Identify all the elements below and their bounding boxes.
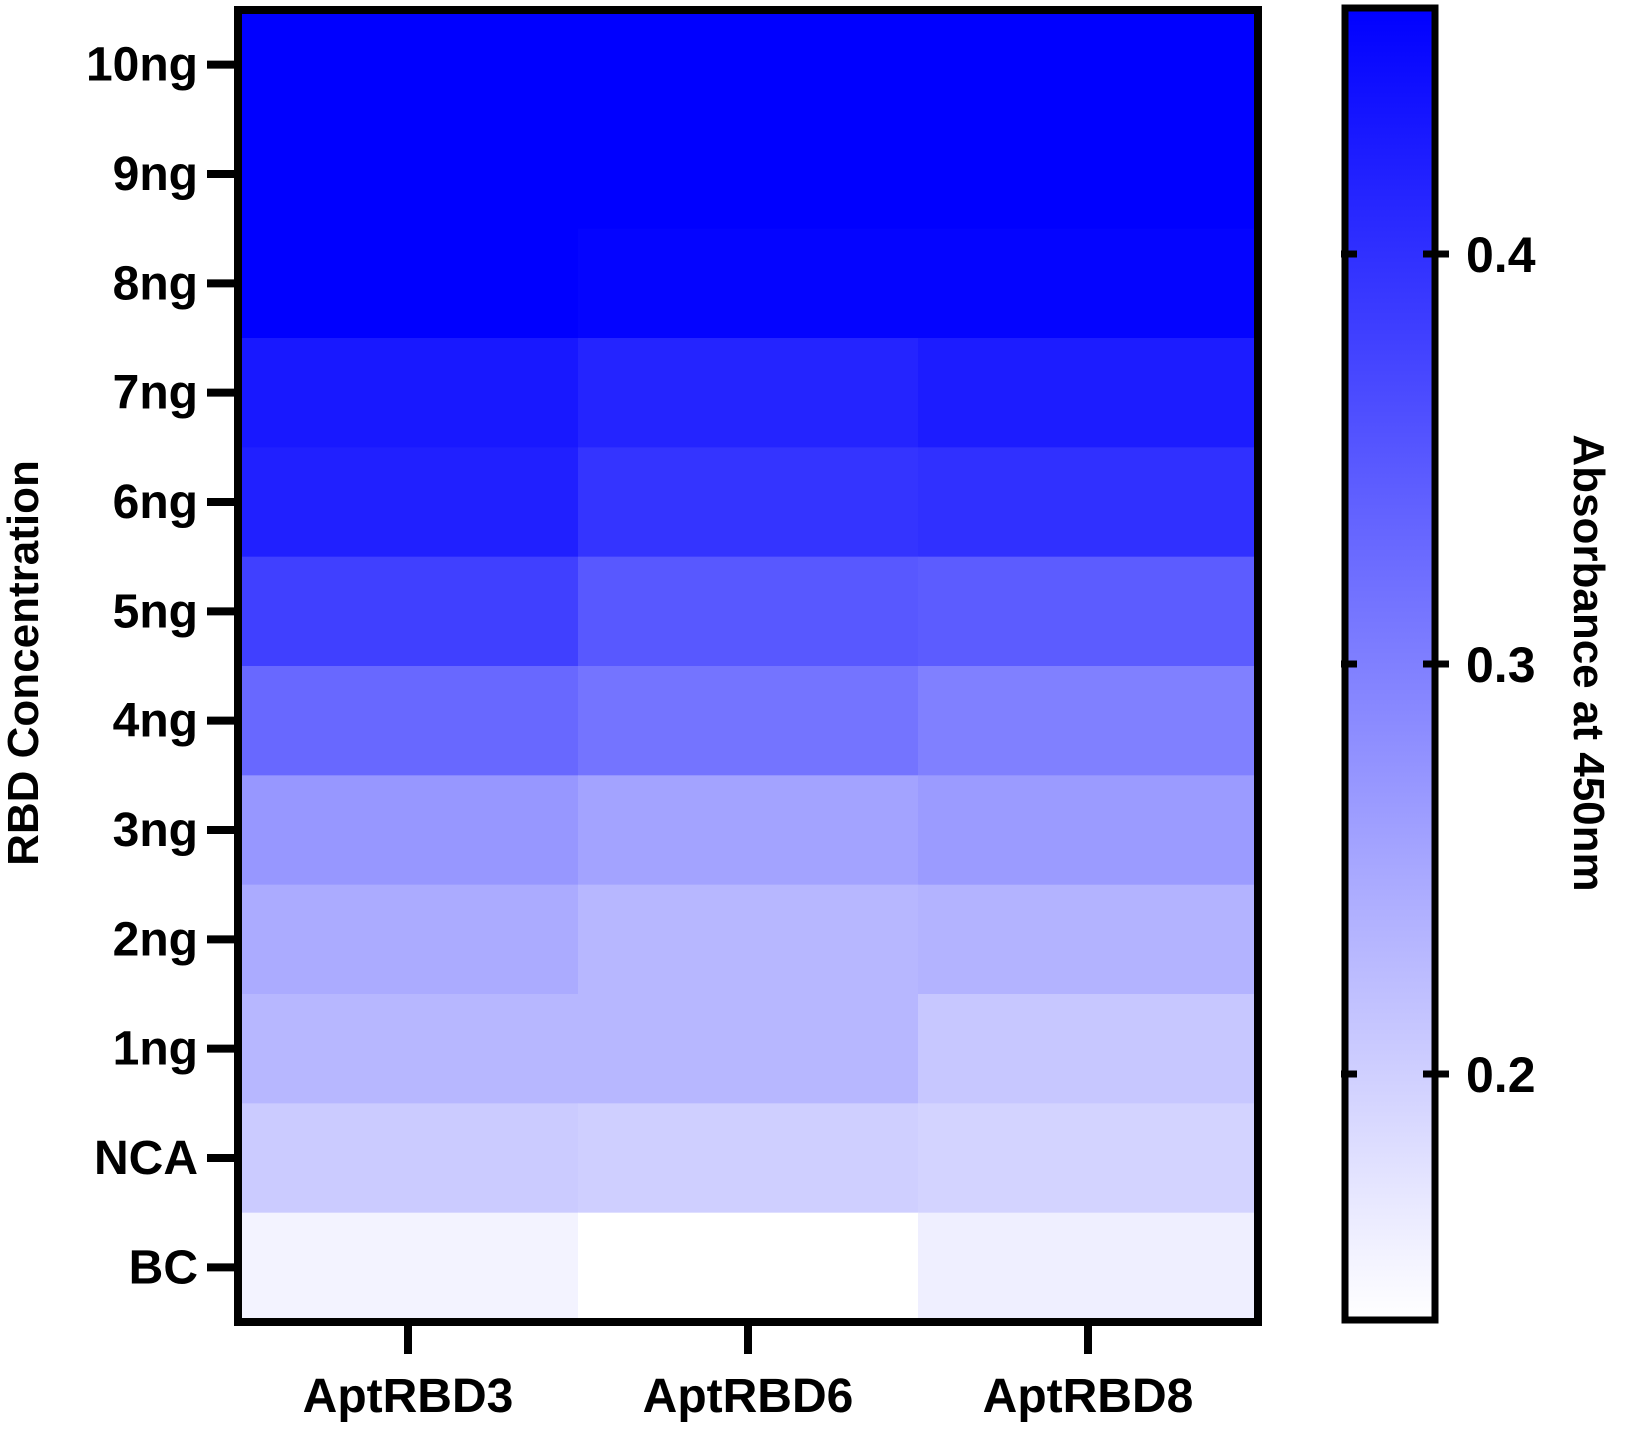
y-tick-label: 4ng: [113, 695, 198, 748]
colorbar-tick-label: 0.4: [1466, 227, 1536, 283]
y-tick-label: 7ng: [113, 367, 198, 420]
y-tick-label: 3ng: [113, 804, 198, 857]
heatmap-cell-10ng-AptRBD3: [238, 10, 579, 120]
heatmap-cell-3ng-AptRBD8: [918, 775, 1259, 886]
x-tick-label: AptRBD3: [303, 1370, 514, 1423]
y-tick-label: BC: [129, 1241, 198, 1294]
heatmap-cell-4ng-AptRBD3: [238, 666, 579, 776]
heatmap-cell-7ng-AptRBD3: [238, 338, 579, 448]
y-tick-label: 9ng: [113, 148, 198, 201]
colorbar-gradient: [1341, 4, 1439, 1324]
heatmap-cell-4ng-AptRBD8: [918, 666, 1259, 776]
y-tick-label: 10ng: [86, 39, 198, 92]
heatmap-cell-5ng-AptRBD6: [578, 556, 919, 667]
heatmap-cell-6ng-AptRBD3: [238, 447, 579, 558]
heatmap-cell-1ng-AptRBD8: [918, 994, 1259, 1104]
heatmap-cell-6ng-AptRBD6: [578, 447, 919, 558]
heatmap-cell-10ng-AptRBD6: [578, 10, 919, 120]
heatmap-cell-7ng-AptRBD8: [918, 338, 1259, 448]
colorbar-tick-label: 0.2: [1466, 1047, 1536, 1103]
colorbar-title: Absorbance at 450nm: [1564, 434, 1613, 891]
heatmap-cell-8ng-AptRBD3: [238, 228, 579, 339]
y-tick-label: 1ng: [113, 1023, 198, 1076]
heatmap-cell-2ng-AptRBD8: [918, 884, 1259, 995]
colorbar: 0.2 0.3 0.4: [1341, 4, 1536, 1324]
heatmap-cell-9ng-AptRBD8: [918, 119, 1259, 230]
y-tick-label: NCA: [94, 1132, 198, 1185]
heatmap-cell-BC-AptRBD3: [238, 1212, 579, 1323]
heatmap-cell-NCA-AptRBD6: [578, 1103, 919, 1214]
heatmap-cell-4ng-AptRBD6: [578, 666, 919, 776]
heatmap-cell-9ng-AptRBD3: [238, 119, 579, 230]
y-tick-label: 6ng: [113, 476, 198, 529]
heatmap-cell-2ng-AptRBD3: [238, 884, 579, 995]
heatmap-cell-3ng-AptRBD3: [238, 775, 579, 886]
heatmap-cell-8ng-AptRBD6: [578, 228, 919, 339]
heatmap-cell-9ng-AptRBD6: [578, 119, 919, 230]
heatmap-cell-3ng-AptRBD6: [578, 775, 919, 886]
heatmap-cell-BC-AptRBD6: [578, 1212, 919, 1323]
colorbar-tick-label: 0.3: [1466, 637, 1536, 693]
heatmap-cell-5ng-AptRBD8: [918, 556, 1259, 667]
heatmap-cell-NCA-AptRBD3: [238, 1103, 579, 1214]
heatmap-cell-NCA-AptRBD8: [918, 1103, 1259, 1214]
heatmap-cell-10ng-AptRBD8: [918, 10, 1259, 120]
y-tick-label: 5ng: [113, 585, 198, 638]
heatmap-cell-6ng-AptRBD8: [918, 447, 1259, 558]
heatmap-cell-5ng-AptRBD3: [238, 556, 579, 667]
heatmap-cell-7ng-AptRBD6: [578, 338, 919, 448]
heatmap-cell-1ng-AptRBD6: [578, 994, 919, 1104]
heatmap-cells: [238, 10, 1259, 1323]
heatmap-cell-8ng-AptRBD8: [918, 228, 1259, 339]
x-tick-label: AptRBD6: [643, 1370, 854, 1423]
heatmap-cell-BC-AptRBD8: [918, 1212, 1259, 1323]
x-tick-label: AptRBD8: [983, 1370, 1194, 1423]
y-tick-label: 2ng: [113, 913, 198, 966]
heatmap-cell-2ng-AptRBD6: [578, 884, 919, 995]
heatmap-axes: 10ng 9ng 8ng 7ng 6ng 5ng 4ng 3ng 2ng 1ng NCA BC AptR…: [86, 6, 1262, 1423]
heatmap-cell-1ng-AptRBD3: [238, 994, 579, 1104]
y-axis-title: RBD Concentration: [0, 460, 48, 866]
y-tick-label: 8ng: [113, 257, 198, 310]
